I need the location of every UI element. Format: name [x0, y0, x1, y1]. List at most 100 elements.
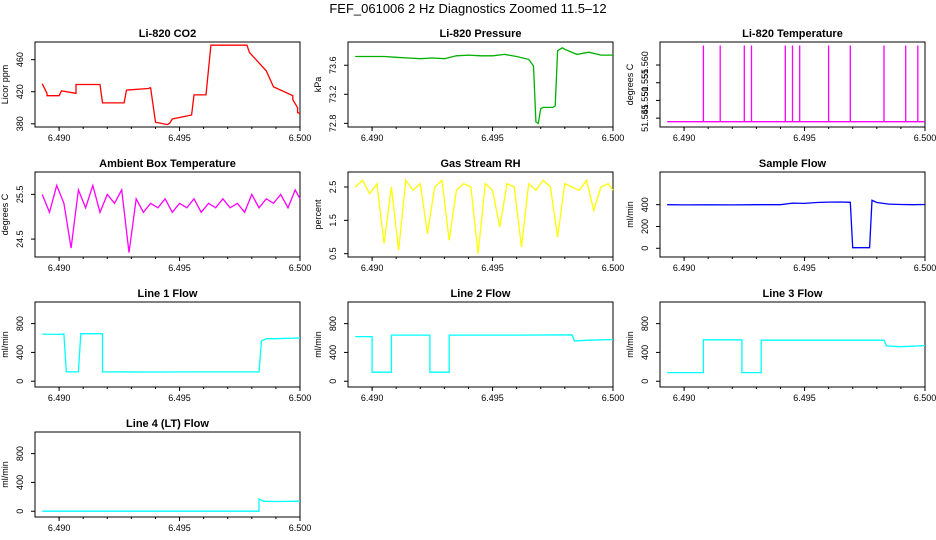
x-tick-label: 6.495 [481, 133, 504, 143]
x-tick-label: 6.495 [168, 523, 191, 533]
y-tick-label: 400 [15, 345, 25, 360]
y-tick-label: 200 [640, 219, 650, 234]
y-tick-label: 0 [640, 379, 650, 384]
series-line [355, 334, 614, 373]
x-tick-label: 6.500 [289, 393, 312, 403]
y-tick-label: 800 [15, 446, 25, 461]
y-tick-label: 51.545 [640, 104, 650, 132]
y-tick-label: 51.555 [640, 69, 650, 97]
x-tick-label: 6.495 [168, 263, 191, 273]
series-line [41, 183, 301, 253]
y-tick-label: 1.5 [328, 214, 338, 227]
y-tick-label: 400 [640, 345, 650, 360]
y-tick-label: 800 [640, 316, 650, 331]
chart-panel: Li-820 Pressure kPa 6.490 6.495 6.500 72.8 73.… [313, 28, 624, 143]
plot-frame [659, 301, 926, 388]
plot-frame [659, 41, 926, 128]
y-tick-label: 800 [328, 316, 338, 331]
y-tick-label: 460 [15, 52, 25, 67]
plot-frame [659, 171, 926, 258]
chart-title: Line 2 Flow [451, 288, 511, 300]
y-axis-label: ml/min [0, 461, 10, 488]
x-tick-label: 6.495 [481, 393, 504, 403]
chart-title: Line 1 Flow [138, 288, 198, 300]
chart-title: Gas Stream RH [440, 158, 520, 170]
y-tick-label: 2.5 [328, 181, 338, 194]
chart-panel: Line 2 Flow ml/min 6.490 6.495 6.500 0 400 800 [313, 288, 624, 403]
y-axis-label: ml/min [313, 331, 323, 358]
y-axis-label: degrees C [0, 193, 10, 235]
series-line [355, 47, 613, 125]
series-line [42, 497, 301, 512]
series-line [41, 44, 301, 126]
plot-frame [34, 431, 301, 518]
y-tick-label: 0 [15, 379, 25, 384]
chart-panel: Sample Flow ml/min 6.490 6.495 6.500 0 200 400 [625, 158, 936, 273]
x-tick-label: 6.490 [673, 263, 696, 273]
x-tick-label: 6.500 [289, 133, 312, 143]
x-tick-label: 6.500 [914, 393, 936, 403]
chart-panel: Line 3 Flow ml/min 6.490 6.495 6.500 0 400 800 [625, 288, 936, 403]
x-tick-label: 6.490 [673, 393, 696, 403]
x-tick-label: 6.490 [361, 133, 384, 143]
chart-title: Ambient Box Temperature [99, 158, 236, 170]
plot-frame [34, 41, 301, 128]
series-line [354, 178, 614, 254]
x-tick-label: 6.500 [602, 393, 625, 403]
chart-title: Li-820 Temperature [742, 28, 843, 40]
plot-frame [34, 301, 301, 388]
x-tick-label: 6.490 [361, 263, 384, 273]
x-tick-label: 6.500 [289, 263, 312, 273]
y-axis-label: ml/min [0, 331, 10, 358]
x-tick-label: 6.495 [793, 133, 816, 143]
chart-title: Line 4 (LT) Flow [126, 418, 209, 430]
plot-frame [347, 171, 614, 258]
plot-frame [347, 41, 614, 128]
y-tick-label: 0 [640, 246, 650, 251]
x-tick-label: 6.500 [914, 263, 936, 273]
chart-title: Sample Flow [759, 158, 827, 170]
y-axis-label: ml/min [625, 201, 635, 228]
x-tick-label: 6.500 [602, 133, 625, 143]
chart-title: Li-820 Pressure [440, 28, 522, 40]
y-axis-label: Licor ppm [0, 65, 10, 105]
x-tick-label: 6.490 [48, 393, 71, 403]
y-axis-label: degrees C [625, 63, 635, 105]
chart-panel: Ambient Box Temperature degrees C 6.490 6.4… [0, 158, 311, 273]
chart-panel: Line 4 (LT) Flow ml/min 6.490 6.495 6.500 0 40… [0, 418, 311, 533]
x-tick-label: 6.500 [914, 133, 936, 143]
y-axis-label: kPa [313, 77, 323, 93]
y-tick-label: 0 [15, 509, 25, 514]
x-tick-label: 6.490 [673, 133, 696, 143]
series-line [667, 199, 926, 249]
x-tick-label: 6.495 [793, 393, 816, 403]
chart-panel: Li-820 Temperature degrees C 6.490 6.495 6.5… [625, 28, 936, 143]
y-tick-label: 51.560 [640, 51, 650, 79]
chart-title: Line 3 Flow [763, 288, 823, 300]
x-tick-label: 6.495 [168, 393, 191, 403]
series-line [667, 45, 925, 123]
figure-title: FEF_061006 2 Hz Diagnostics Zoomed 11.5–… [329, 1, 607, 16]
y-tick-label: 0 [328, 379, 338, 384]
plot-frame [347, 301, 614, 388]
plot-frame [34, 171, 301, 258]
y-tick-label: 800 [15, 316, 25, 331]
y-axis-label: ml/min [625, 331, 635, 358]
chart-title: Li-820 CO2 [139, 28, 196, 40]
x-tick-label: 6.490 [361, 393, 384, 403]
x-tick-label: 6.500 [602, 263, 625, 273]
y-tick-label: 400 [328, 345, 338, 360]
y-tick-label: 380 [15, 116, 25, 131]
x-tick-label: 6.500 [289, 523, 312, 533]
x-tick-label: 6.495 [481, 263, 504, 273]
series-line [667, 339, 926, 374]
x-tick-label: 6.495 [793, 263, 816, 273]
y-tick-label: 73.2 [328, 86, 338, 104]
series-line [42, 333, 301, 373]
y-tick-label: 25.5 [15, 186, 25, 204]
chart-panel: Gas Stream RH percent 6.490 6.495 6.500 0.5 1.… [313, 158, 624, 273]
chart-panel: Line 1 Flow ml/min 6.490 6.495 6.500 0 400 800 [0, 288, 311, 403]
y-tick-label: 73.6 [328, 56, 338, 74]
x-tick-label: 6.490 [48, 263, 71, 273]
